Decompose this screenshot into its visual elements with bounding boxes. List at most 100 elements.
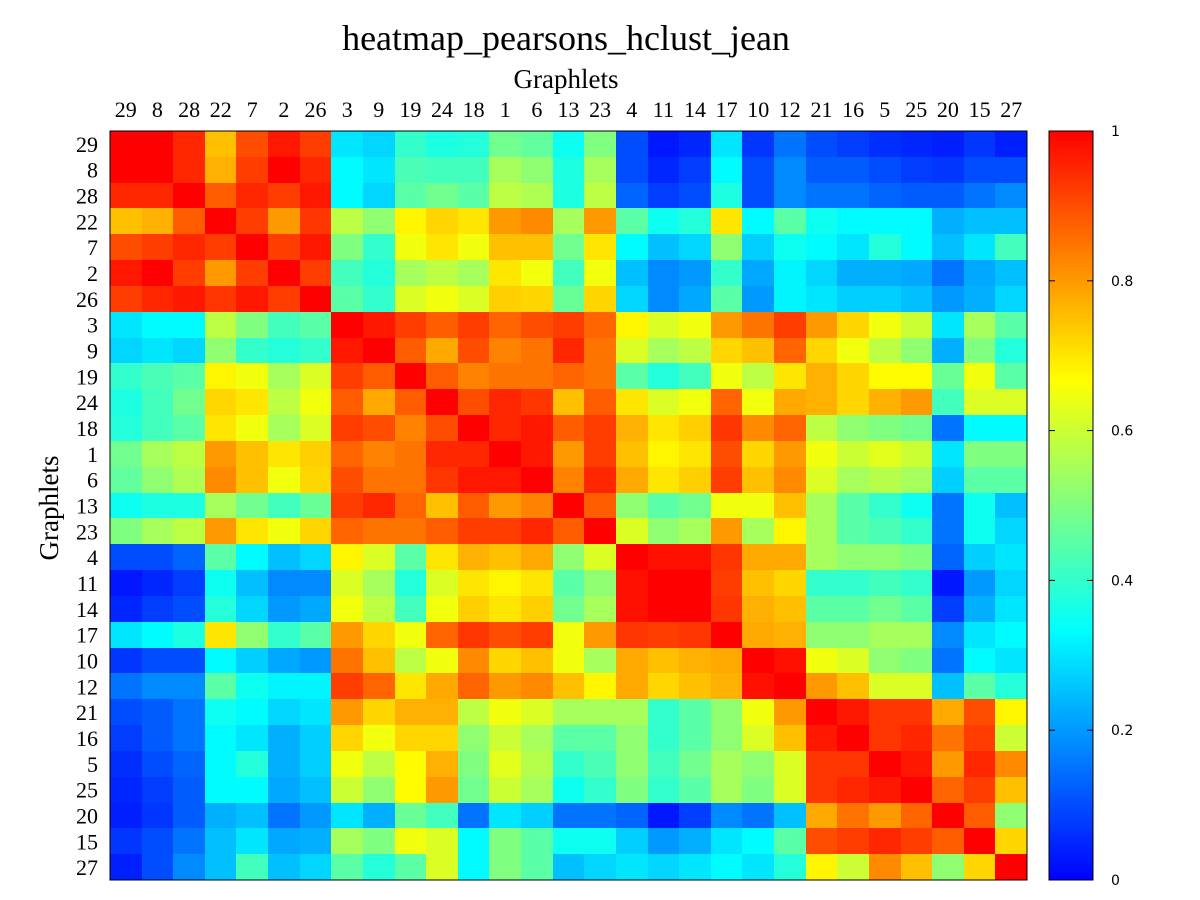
heatmap-cell: [363, 777, 395, 803]
heatmap-cell: [742, 389, 774, 415]
heatmap-cell: [236, 286, 268, 312]
heatmap-cell: [363, 467, 395, 493]
heatmap-cell: [426, 751, 458, 777]
heatmap-cell: [774, 493, 806, 518]
heatmap-cell: [173, 751, 205, 777]
heatmap-cell: [489, 699, 521, 725]
heatmap-cell: [395, 777, 426, 803]
heatmap-cell: [236, 389, 268, 415]
x-tick-label: 28: [178, 97, 200, 122]
heatmap-cell: [173, 828, 205, 854]
heatmap-cell: [426, 648, 458, 673]
heatmap-cell: [363, 648, 395, 673]
x-tick-label: 19: [399, 97, 421, 122]
heatmap-cell: [742, 363, 774, 389]
heatmap-cell: [806, 777, 837, 803]
heatmap-cell: [489, 260, 521, 286]
heatmap-cell: [553, 208, 584, 234]
heatmap-cell: [553, 338, 584, 363]
y-tick-label: 18: [76, 416, 98, 441]
heatmap-cell: [806, 312, 837, 338]
heatmap-cell: [489, 518, 521, 544]
y-tick-label: 17: [76, 623, 98, 648]
heatmap-cell: [584, 518, 616, 544]
heatmap-cell: [426, 157, 458, 183]
heatmap-cell: [901, 854, 932, 880]
y-tick-label: 22: [76, 209, 98, 234]
heatmap-cell: [869, 751, 901, 777]
heatmap-cell: [458, 622, 489, 648]
heatmap-cell: [648, 493, 679, 518]
heatmap-cell: [616, 648, 648, 673]
heatmap-cell: [932, 338, 964, 363]
heatmap-cell: [205, 518, 236, 544]
heatmap-cell: [616, 803, 648, 828]
heatmap-cell: [395, 363, 426, 389]
heatmap-cell: [901, 751, 932, 777]
heatmap-cell: [363, 518, 395, 544]
heatmap-cell: [995, 441, 1027, 467]
heatmap-cell: [553, 622, 584, 648]
heatmap-cell: [110, 260, 142, 286]
heatmap-cell: [837, 828, 869, 854]
heatmap-cell: [142, 699, 173, 725]
colorbar-tick-label: 1: [1111, 124, 1120, 140]
heatmap-cell: [584, 544, 616, 570]
heatmap-cell: [489, 828, 521, 854]
heatmap-cell: [205, 777, 236, 803]
heatmap-cell: [774, 544, 806, 570]
heatmap-cell: [837, 467, 869, 493]
heatmap-cell: [458, 725, 489, 751]
heatmap-cell: [236, 363, 268, 389]
heatmap-cell: [711, 338, 742, 363]
heatmap-cell: [458, 777, 489, 803]
heatmap-cell: [363, 389, 395, 415]
heatmap-cell: [236, 131, 268, 157]
heatmap-cell: [142, 131, 173, 157]
heatmap-cell: [869, 570, 901, 596]
heatmap-cell: [268, 234, 300, 260]
heatmap-cell: [995, 570, 1027, 596]
heatmap-cell: [742, 518, 774, 544]
heatmap-cell: [205, 622, 236, 648]
heatmap-cell: [616, 854, 648, 880]
heatmap-cell: [426, 777, 458, 803]
heatmap-cell: [521, 312, 553, 338]
heatmap-cell: [236, 622, 268, 648]
heatmap-cell: [995, 286, 1027, 312]
heatmap-cell: [679, 467, 711, 493]
heatmap-cell: [236, 699, 268, 725]
heatmap-cell: [742, 493, 774, 518]
heatmap-cell: [426, 725, 458, 751]
heatmap-cell: [616, 286, 648, 312]
heatmap-cell: [616, 570, 648, 596]
heatmap-cell: [869, 415, 901, 441]
heatmap-cell: [964, 286, 995, 312]
heatmap-cell: [932, 570, 964, 596]
heatmap-cell: [553, 312, 584, 338]
heatmap-cell: [648, 467, 679, 493]
heatmap-cell: [363, 441, 395, 467]
heatmap-cell: [142, 725, 173, 751]
heatmap-cell: [584, 389, 616, 415]
heatmap-cell: [869, 803, 901, 828]
heatmap-cell: [806, 157, 837, 183]
heatmap-cell: [395, 415, 426, 441]
heatmap-cell: [742, 673, 774, 699]
heatmap-cell: [521, 467, 553, 493]
heatmap-cell: [648, 648, 679, 673]
heatmap-cell: [300, 389, 331, 415]
heatmap-cell: [521, 699, 553, 725]
heatmap-cell: [489, 854, 521, 880]
heatmap-cell: [932, 208, 964, 234]
heatmap-cell: [363, 157, 395, 183]
heatmap-cell: [964, 622, 995, 648]
heatmap-cell: [426, 854, 458, 880]
heatmap-cell: [774, 286, 806, 312]
colorbar-tick-label: 0.2: [1111, 723, 1133, 739]
heatmap-cell: [458, 518, 489, 544]
y-tick-label: 21: [76, 700, 98, 725]
heatmap-cell: [110, 441, 142, 467]
heatmap-cell: [142, 389, 173, 415]
heatmap-cell: [806, 518, 837, 544]
